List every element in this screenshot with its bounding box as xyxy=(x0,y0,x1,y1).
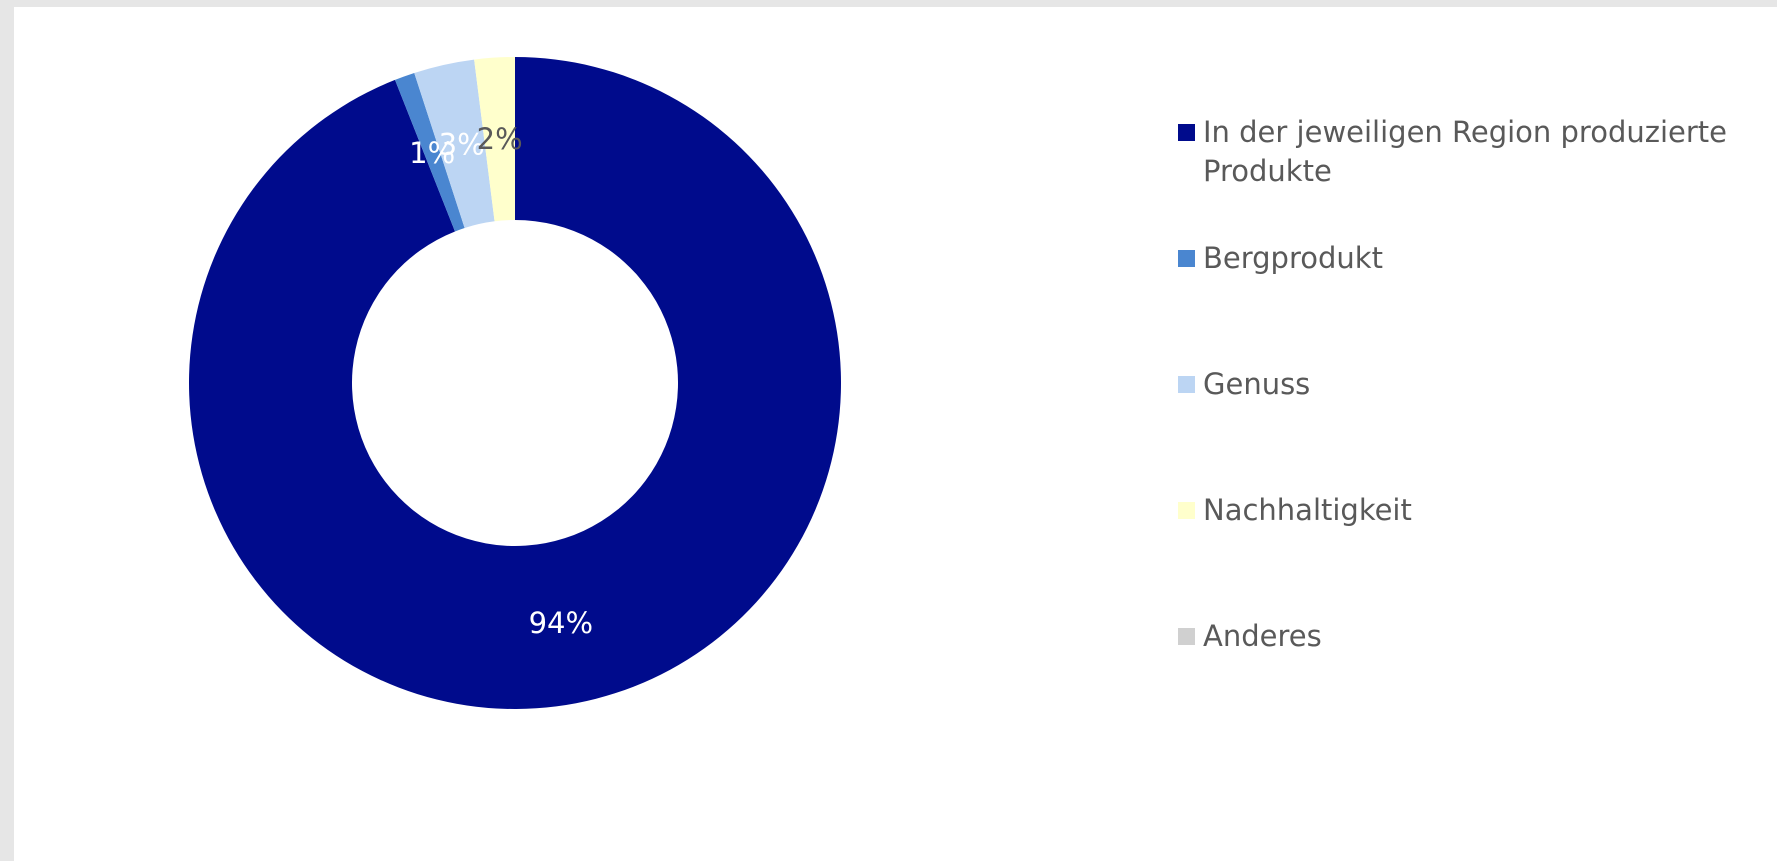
legend: In der jeweiligen Region produzierte Pro… xyxy=(1178,7,1777,861)
legend-swatch xyxy=(1178,628,1195,645)
data-labels-group: 94% 1%3%2% xyxy=(409,122,593,640)
legend-swatch xyxy=(1178,250,1195,267)
legend-label: Genuss xyxy=(1203,367,1311,401)
slice-genuss[interactable] xyxy=(414,59,495,228)
legend-label: In der jeweiligen Region produzierte Pro… xyxy=(1203,115,1727,188)
data-label-bergprodukt: 1% xyxy=(409,136,455,170)
data-label-nachhaltigkeit: 2% xyxy=(477,122,523,156)
chart-panel: 94% 1% 3% 2% In der jeweiligen Region produ… xyxy=(14,7,1777,861)
legend-label: Nachhaltigkeit xyxy=(1203,493,1412,527)
donut-chart: 94% 1%3%2% xyxy=(188,57,841,709)
data-label-genuss: 3% xyxy=(439,127,485,161)
slice-bergprodukt[interactable] xyxy=(394,72,465,232)
slice-nachhaltigkeit[interactable] xyxy=(474,57,515,222)
legend-swatch xyxy=(1178,376,1195,393)
data-label-in-der-jeweiligen-region-produzierte-produkte: 94% xyxy=(529,606,593,640)
slices-group xyxy=(188,57,841,709)
legend-label: Anderes xyxy=(1203,619,1322,653)
legend-label: Bergprodukt xyxy=(1203,241,1383,275)
legend-swatch xyxy=(1178,502,1195,519)
slice-in-der-jeweiligen-region-produzierte-produkte[interactable] xyxy=(188,57,841,709)
legend-swatch xyxy=(1178,124,1195,141)
